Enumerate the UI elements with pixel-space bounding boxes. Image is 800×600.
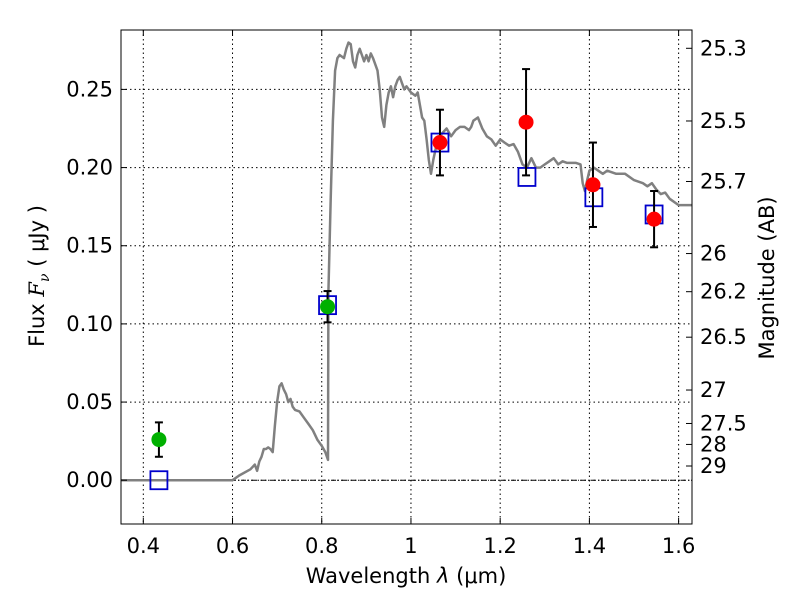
magnitude-tick-label: 26.5 — [700, 325, 747, 349]
magnitude-tick-label: 26.2 — [700, 280, 747, 304]
observed-flux-point — [585, 177, 601, 193]
y-tick-label: 0.10 — [66, 312, 113, 336]
magnitude-tick-label: 29 — [700, 454, 727, 478]
x-tick-label: 1.6 — [662, 534, 695, 558]
magnitude-tick-label: 28 — [700, 432, 727, 456]
y-axis-label-symbol: F — [25, 281, 49, 298]
observed-flux-point — [320, 299, 336, 315]
y-tick-label: 0.15 — [66, 234, 113, 258]
x-axis-label-prefix: Wavelength — [306, 564, 431, 588]
y-axis-label-prefix: Flux — [25, 303, 49, 347]
observed-flux-point — [151, 432, 167, 448]
x-tick-label: 1.2 — [483, 534, 516, 558]
y-axis-label: Flux Fν ( μJy ) — [25, 205, 54, 347]
x-tick-label: 0.4 — [127, 534, 160, 558]
axes-frame — [120, 29, 693, 525]
y-tick-label: 0.20 — [66, 156, 113, 180]
magnitude-axis-label: Magnitude (AB) — [755, 196, 779, 359]
x-tick-label: 1 — [404, 534, 417, 558]
observed-flux-point — [646, 211, 662, 227]
x-tick-label: 0.8 — [305, 534, 338, 558]
magnitude-tick-label: 25.3 — [700, 36, 747, 60]
y-tick-label: 0.00 — [66, 468, 113, 492]
magnitude-tick-label: 26 — [700, 242, 727, 266]
observed-flux-point — [518, 114, 534, 130]
x-axis-label-symbol: λ — [436, 564, 449, 588]
y-axis-label-subscript: ν — [37, 273, 53, 282]
model-spectrum-line — [121, 41, 692, 482]
x-tick-label: 0.6 — [216, 534, 249, 558]
y-tick-label: 0.05 — [66, 390, 113, 414]
axis-ticks: 0.4 0.6 0.8 1 1.2 1.4 1.6 0.00 0.05 0.10 0.15 0.20 0… — [66, 30, 747, 558]
observed-flux-point — [432, 135, 448, 151]
x-axis-label: Wavelength λ (μm) — [306, 564, 507, 588]
y-axis-label-unit: ( μJy ) — [25, 205, 49, 267]
magnitude-tick-label: 25.5 — [700, 109, 747, 133]
magnitude-tick-label: 27 — [700, 378, 727, 402]
y-tick-label: 0.25 — [66, 77, 113, 101]
model-flux-square — [149, 470, 169, 491]
x-tick-label: 1.4 — [573, 534, 606, 558]
x-axis-label-unit: (μm) — [456, 564, 506, 588]
plot-area — [121, 41, 692, 491]
magnitude-tick-label: 25.7 — [700, 169, 747, 193]
magnitude-tick-label: 27.5 — [700, 411, 747, 435]
